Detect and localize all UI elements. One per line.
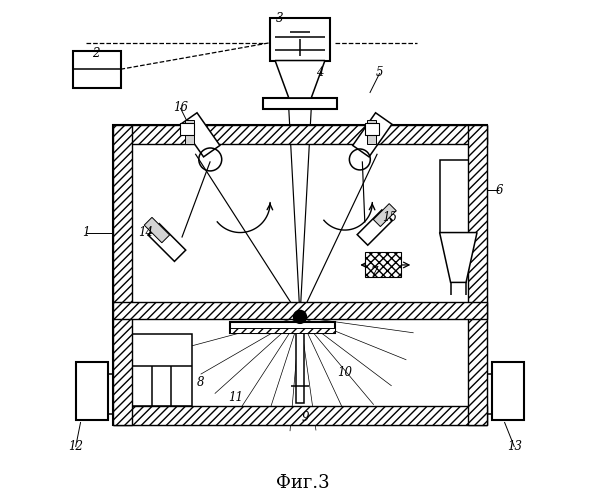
Bar (230, 328, 335, 333)
Polygon shape (275, 60, 325, 98)
Text: 4: 4 (316, 66, 324, 80)
Polygon shape (440, 232, 477, 282)
Bar (132, 334, 192, 406)
Bar (365, 124, 379, 135)
Bar (132, 144, 468, 302)
Polygon shape (357, 210, 393, 245)
Text: 13: 13 (507, 440, 522, 454)
Text: 7: 7 (371, 266, 379, 279)
Text: 12: 12 (68, 440, 83, 454)
Bar (180, 124, 194, 135)
Text: 3: 3 (276, 12, 284, 24)
Bar (113, 126, 132, 424)
Bar (76, 362, 108, 420)
Circle shape (293, 310, 307, 324)
Bar (296, 333, 304, 403)
Bar (113, 126, 487, 144)
Bar (468, 126, 487, 424)
Text: 6: 6 (495, 184, 503, 196)
Polygon shape (353, 113, 392, 157)
Bar (73, 50, 120, 88)
Bar (440, 160, 477, 232)
Bar (230, 322, 335, 333)
Text: 5: 5 (376, 66, 384, 80)
Text: 9: 9 (301, 410, 309, 424)
Bar (367, 120, 376, 144)
Polygon shape (144, 218, 169, 242)
Bar (132, 320, 468, 406)
Text: Фиг.3: Фиг.3 (276, 474, 329, 492)
Bar (113, 126, 487, 424)
Text: 15: 15 (382, 211, 397, 224)
Bar (113, 302, 487, 320)
Polygon shape (373, 204, 396, 227)
Text: 14: 14 (138, 226, 153, 239)
Text: 16: 16 (173, 102, 188, 114)
Text: 2: 2 (92, 46, 99, 60)
Bar (492, 362, 525, 420)
Text: 10: 10 (338, 366, 352, 378)
Bar (185, 120, 194, 144)
Polygon shape (148, 224, 186, 262)
Polygon shape (181, 113, 220, 157)
Bar (270, 18, 330, 60)
Bar (365, 252, 401, 278)
Bar (113, 406, 487, 424)
Text: 8: 8 (197, 376, 204, 388)
Text: 11: 11 (227, 390, 243, 404)
Bar (263, 98, 338, 109)
Text: 1: 1 (82, 226, 90, 239)
